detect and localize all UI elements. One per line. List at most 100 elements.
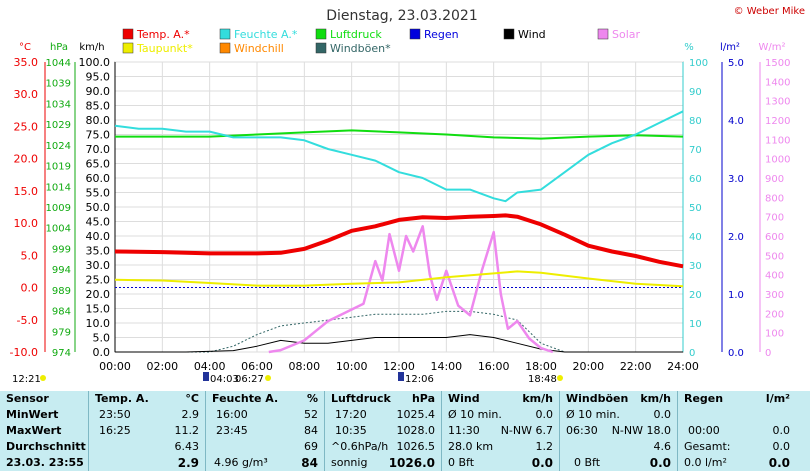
sun-markers: 12:21 04:03 06:27 12:06 18:48 bbox=[12, 372, 563, 385]
wind-min-label: Ø 10 min. bbox=[448, 408, 502, 421]
rain-rate: 0.0 l/m² bbox=[684, 456, 727, 469]
pressure-tick-label: 1039 bbox=[46, 79, 71, 90]
pressure-trend: ^0.6hPa/h bbox=[331, 440, 389, 453]
rain-tick-label: 5.0 bbox=[728, 58, 744, 69]
wind-unit: km/h bbox=[522, 392, 553, 405]
temp-tick-label: -5.0 bbox=[17, 314, 38, 327]
rain-tick-label: 3.0 bbox=[728, 174, 744, 185]
wind-max-time: 11:30 bbox=[448, 424, 480, 437]
wind-tick-label: 65.0 bbox=[86, 158, 111, 171]
series-line-wind bbox=[115, 334, 683, 353]
rain-tick-label: 4.0 bbox=[728, 116, 744, 127]
solar-tick-label: 0 bbox=[765, 348, 771, 359]
temp-now: 2.9 bbox=[177, 456, 199, 470]
wind-column: Wind km/h Ø 10 min. 0.0 11:30 N-NW 6.7 28.0… bbox=[442, 391, 560, 471]
wind-tick-label: 55.0 bbox=[86, 187, 111, 200]
humidity-tick-label: 40 bbox=[689, 232, 702, 243]
humidity-unit-label: % bbox=[684, 42, 694, 53]
humidity-tick-label: 60 bbox=[689, 174, 702, 185]
noon-time: 12:06 bbox=[405, 374, 434, 385]
temp-max: 11.2 bbox=[174, 424, 200, 437]
wind-tick-label: 15.0 bbox=[86, 303, 111, 316]
temp-column: Temp. A. °C 23:50 2.9 16:25 11.2 6.43 2.9 bbox=[89, 391, 206, 471]
pressure-tick-label: 979 bbox=[52, 327, 71, 338]
wind-run: 28.0 km bbox=[448, 440, 494, 453]
wind-tick-label: 50.0 bbox=[86, 201, 111, 214]
label-column: Sensor MinWert MaxWert Durchschnitt 23.0… bbox=[0, 391, 89, 471]
series-layer bbox=[114, 110, 684, 354]
humidity-now: 84 bbox=[301, 456, 318, 470]
legend-swatch bbox=[315, 28, 327, 40]
series-line-feuchte-a bbox=[114, 110, 684, 203]
pressure-tick-label: 1004 bbox=[46, 224, 71, 235]
legend-swatch bbox=[219, 42, 231, 54]
pressure-unit-label: hPa bbox=[50, 42, 68, 53]
legend-swatch bbox=[219, 28, 231, 40]
rain-total: 0.0 bbox=[772, 440, 791, 453]
legend-item-label: Temp. A.* bbox=[136, 28, 190, 41]
legend-item-label: Solar bbox=[612, 28, 641, 41]
temp-tick-label: 30.0 bbox=[14, 88, 39, 101]
temp-tick-label: 25.0 bbox=[14, 120, 39, 133]
series-line-windb-en bbox=[115, 310, 683, 353]
temp-tick-label: 35.0 bbox=[14, 56, 39, 69]
solar-tick-label: 1100 bbox=[765, 135, 790, 146]
temp-min-time: 23:50 bbox=[99, 408, 131, 421]
wind-max: N-NW 6.7 bbox=[500, 424, 553, 437]
axes: 35.030.025.020.015.010.05.00.0-5.0-10.01… bbox=[10, 56, 791, 359]
humidity-tick-label: 90 bbox=[689, 87, 702, 98]
sunrise-icon bbox=[265, 375, 271, 381]
x-tick-label: 24:00 bbox=[667, 360, 699, 373]
x-tick-label: 00:00 bbox=[99, 360, 131, 373]
legend-item-label: Taupunkt* bbox=[136, 42, 193, 55]
moon-icon bbox=[40, 375, 46, 381]
solar-tick-label: 1400 bbox=[765, 77, 790, 88]
legend-item-label: Feuchte A.* bbox=[234, 28, 298, 41]
wind-tick-label: 75.0 bbox=[86, 129, 111, 142]
legend-swatch bbox=[597, 28, 609, 40]
humidity-min-time: 16:00 bbox=[216, 408, 248, 421]
x-tick-label: 20:00 bbox=[572, 360, 604, 373]
legend-swatch bbox=[315, 42, 327, 54]
temp-tick-label: 15.0 bbox=[14, 185, 39, 198]
pressure-min: 1025.4 bbox=[396, 408, 436, 421]
humidity-min: 52 bbox=[304, 408, 318, 421]
x-tick-label: 16:00 bbox=[478, 360, 510, 373]
pressure-unit: hPa bbox=[411, 392, 435, 405]
humidity-abs: 4.96 g/m³ bbox=[214, 456, 268, 469]
solar-tick-label: 900 bbox=[765, 174, 784, 185]
solar-tick-label: 800 bbox=[765, 193, 784, 204]
legend-swatch bbox=[122, 42, 134, 54]
chart-legend: Temp. A.* Feuchte A.* Luftdruck Regen Wind So… bbox=[122, 28, 641, 55]
humidity-tick-label: 100 bbox=[689, 58, 708, 69]
temp-min: 2.9 bbox=[181, 408, 200, 421]
wind-unit-label: km/h bbox=[79, 42, 104, 53]
x-tick-label: 12:00 bbox=[383, 360, 415, 373]
gust-min: 0.0 bbox=[653, 408, 672, 421]
pressure-tick-label: 984 bbox=[52, 307, 71, 318]
gust-now: 0.0 bbox=[649, 456, 671, 470]
sunset-time: 18:48 bbox=[528, 374, 557, 385]
pressure-tick-label: 989 bbox=[52, 286, 71, 297]
noon-icon bbox=[398, 372, 404, 381]
copyright-text: © Weber Mike bbox=[734, 6, 805, 17]
humidity-tick-label: 0 bbox=[689, 348, 695, 359]
solar-tick-label: 300 bbox=[765, 290, 784, 301]
legend-swatch bbox=[503, 28, 515, 40]
wind-tick-label: 60.0 bbox=[86, 172, 111, 185]
series-line-solar bbox=[268, 225, 554, 354]
pressure-tick-label: 1034 bbox=[46, 99, 71, 110]
table-edge bbox=[798, 391, 810, 471]
solar-tick-label: 700 bbox=[765, 213, 784, 224]
rain-header: Regen bbox=[684, 392, 724, 405]
sensor-header: Sensor bbox=[6, 392, 49, 405]
x-tick-label: 08:00 bbox=[288, 360, 320, 373]
pressure-max-time: 10:35 bbox=[335, 424, 367, 437]
temp-max-time: 16:25 bbox=[99, 424, 131, 437]
max-label: MaxWert bbox=[6, 424, 62, 437]
wind-tick-label: 20.0 bbox=[86, 288, 111, 301]
humidity-tick-label: 80 bbox=[689, 116, 702, 127]
wind-tick-label: 35.0 bbox=[86, 245, 111, 258]
series-line-taupunkt bbox=[114, 270, 684, 288]
solar-tick-label: 200 bbox=[765, 309, 784, 320]
